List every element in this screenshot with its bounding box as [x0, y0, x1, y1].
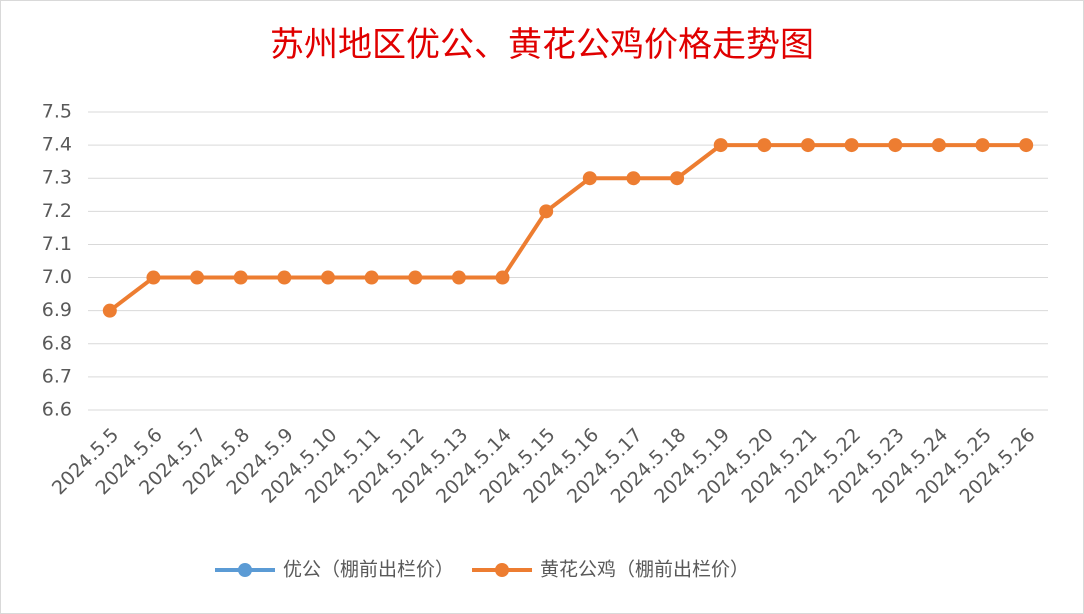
data-point: [321, 270, 335, 285]
data-point: [451, 270, 466, 285]
data-point: [539, 204, 554, 219]
y-tick-label: 7.4: [42, 134, 72, 156]
y-tick-label: 7.0: [42, 266, 72, 288]
data-point: [233, 270, 248, 285]
y-tick-label: 6.7: [42, 365, 72, 387]
chart-title: 苏州地区优公、黄花公鸡价格走势图: [270, 25, 814, 65]
y-tick-label: 7.2: [42, 200, 72, 222]
y-tick-label: 7.5: [42, 101, 72, 123]
legend-marker: [238, 563, 252, 577]
legend: 优公（棚前出栏价） 黄花公鸡（棚前出栏价）: [215, 559, 749, 581]
data-point: [757, 138, 772, 153]
data-point: [844, 138, 859, 153]
data-point: [888, 138, 903, 153]
y-tick-label: 7.3: [42, 167, 72, 189]
legend-marker: [495, 563, 510, 577]
data-point: [495, 270, 510, 285]
data-point: [713, 138, 728, 153]
data-point: [931, 138, 946, 153]
data-point: [364, 270, 379, 285]
y-tick-label: 7.1: [42, 233, 72, 255]
data-point: [975, 138, 990, 153]
data-point: [408, 270, 423, 285]
y-tick-label: 6.8: [42, 332, 72, 354]
data-point: [801, 138, 815, 153]
legend-label: 黄花公鸡（棚前出栏价）: [540, 559, 749, 581]
data-point: [626, 171, 641, 186]
y-tick-label: 6.9: [42, 299, 72, 321]
data-point: [190, 270, 205, 285]
series-line: [108, 143, 1027, 313]
legend-label: 优公（棚前出栏价）: [283, 559, 454, 581]
data-point: [582, 171, 597, 186]
data-point: [146, 270, 161, 285]
data-point: [670, 171, 685, 186]
data-point: [1019, 138, 1034, 153]
y-tick-label: 6.6: [42, 399, 72, 421]
data-point: [102, 303, 117, 318]
data-point: [277, 270, 292, 285]
